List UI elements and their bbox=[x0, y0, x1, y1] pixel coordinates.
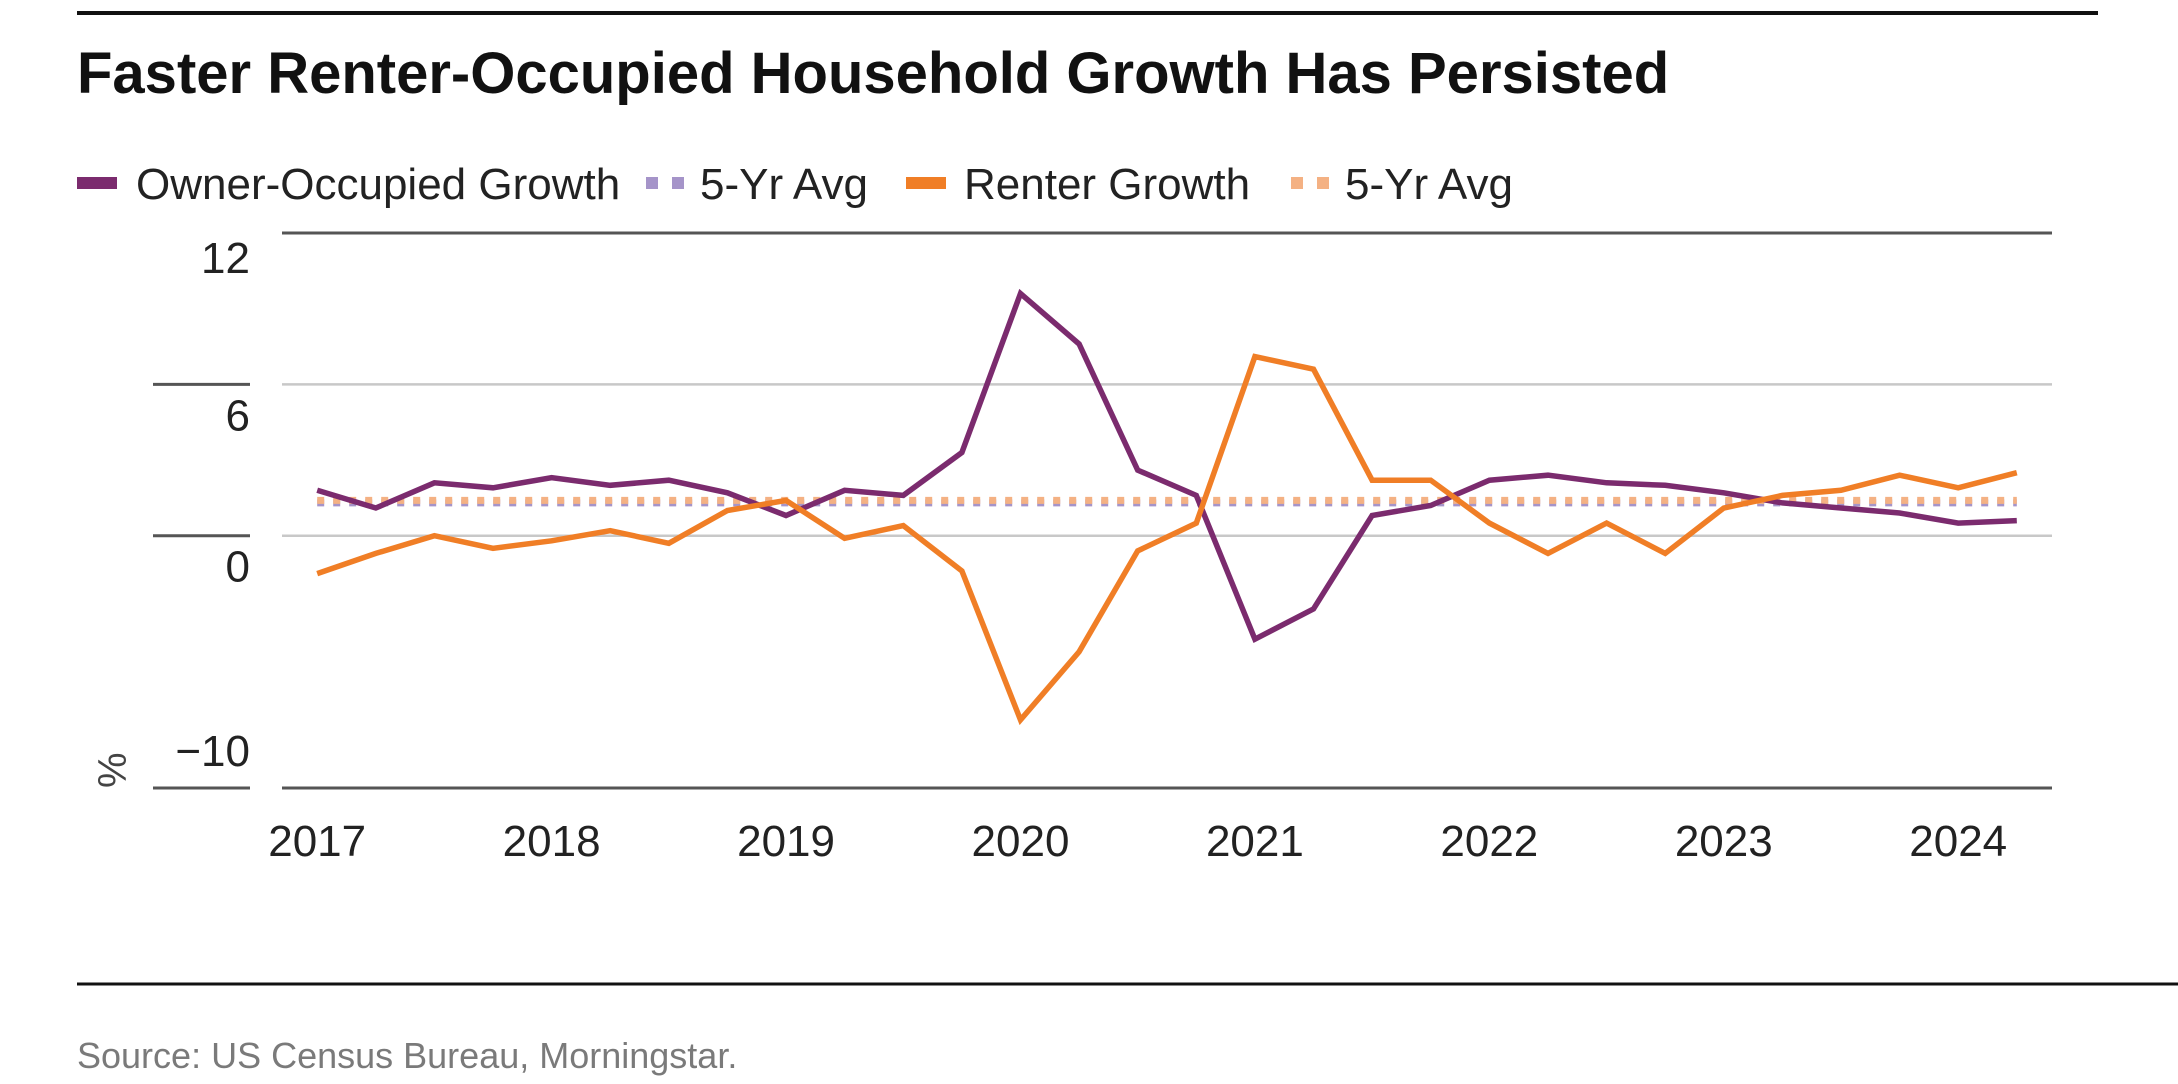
x-tick-label: 2022 bbox=[1440, 817, 1538, 866]
x-tick-label: 2018 bbox=[503, 817, 601, 866]
legend-swatch-2 bbox=[906, 177, 946, 189]
legend-label-0: Owner-Occupied Growth bbox=[136, 160, 620, 209]
legend-swatch-1-b bbox=[672, 177, 684, 189]
y-tick-label: 12 bbox=[201, 234, 250, 283]
x-tick-label: 2017 bbox=[268, 817, 366, 866]
plot-area: 12 6 0 −10 2017 2018 2019 2020 2021 2022 2023 2024 bbox=[153, 231, 2052, 866]
series-line-0 bbox=[316, 288, 2017, 644]
y-axis-ticks: 12 6 0 −10 bbox=[175, 234, 250, 776]
legend-swatch-3 bbox=[1291, 177, 1303, 189]
legend: Owner-Occupied Growth 5-Yr Avg Renter Grow… bbox=[77, 160, 1513, 209]
x-tick-label: 2020 bbox=[972, 817, 1070, 866]
x-tick-label: 2023 bbox=[1675, 817, 1773, 866]
x-axis-ticks: 2017 2018 2019 2020 2021 2022 2023 2024 bbox=[268, 817, 2007, 866]
y-axis-unit: % bbox=[91, 752, 135, 788]
legend-swatch-3-b bbox=[1317, 177, 1329, 189]
legend-swatch-0 bbox=[77, 177, 117, 189]
x-tick-label: 2019 bbox=[737, 817, 835, 866]
legend-swatch-1 bbox=[646, 177, 658, 189]
series-layer bbox=[316, 288, 2018, 726]
y-tick-label: −10 bbox=[175, 727, 250, 776]
x-tick-label: 2024 bbox=[1909, 817, 2007, 866]
legend-label-1: 5-Yr Avg bbox=[700, 160, 868, 209]
gridlines bbox=[153, 231, 2052, 790]
series-line-2 bbox=[316, 353, 2018, 726]
legend-label-3: 5-Yr Avg bbox=[1345, 160, 1513, 209]
y-tick-label: 0 bbox=[226, 543, 250, 592]
y-tick-label: 6 bbox=[226, 391, 250, 440]
source-note: Source: US Census Bureau, Morningstar. bbox=[77, 1035, 737, 1076]
chart-title: Faster Renter-Occupied Household Growth … bbox=[77, 41, 1669, 106]
x-tick-label: 2021 bbox=[1206, 817, 1304, 866]
legend-label-2: Renter Growth bbox=[964, 160, 1250, 209]
